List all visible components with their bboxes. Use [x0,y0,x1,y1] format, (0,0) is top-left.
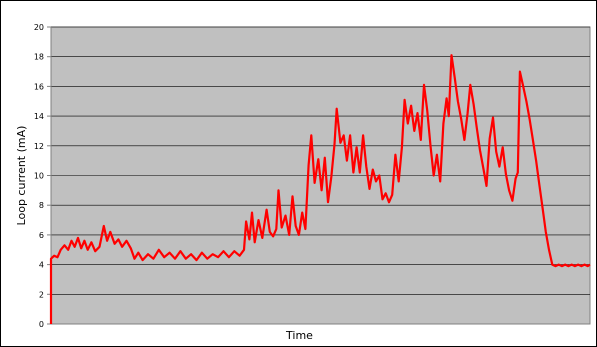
y-tick-label: 16 [34,82,44,91]
x-axis-label: Time [285,329,313,342]
y-tick-label: 10 [34,172,44,181]
loop-current-series-line [49,54,591,324]
y-tick-label: 14 [34,112,44,121]
y-axis-ticks: 0 2 4 6 8 10 12 14 16 18 20 [34,23,51,329]
y-tick-label: 12 [34,142,44,151]
y-axis-label: Loop current (mA) [15,126,28,226]
y-tick-label: 6 [39,231,44,240]
gridlines [51,26,590,295]
y-tick-label: 8 [39,201,44,210]
y-tick-label: 2 [39,290,44,299]
y-tick-label: 20 [34,23,44,32]
y-tick-label: 4 [39,261,44,270]
y-tick-label: 0 [39,320,44,329]
y-tick-label: 18 [34,53,44,62]
